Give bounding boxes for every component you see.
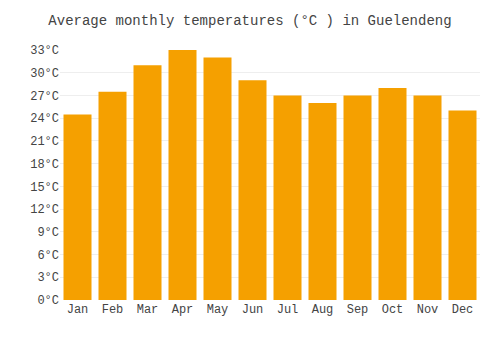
svg-text:30°C: 30°C bbox=[30, 67, 59, 81]
svg-text:21°C: 21°C bbox=[30, 135, 59, 149]
svg-text:Sep: Sep bbox=[347, 303, 369, 317]
svg-text:Jan: Jan bbox=[67, 303, 89, 317]
svg-text:33°C: 33°C bbox=[30, 44, 59, 58]
svg-text:0°C: 0°C bbox=[37, 294, 59, 308]
svg-text:Mar: Mar bbox=[137, 303, 159, 317]
svg-text:Average monthly temperatures (: Average monthly temperatures (°C ) in Gu… bbox=[48, 13, 451, 29]
svg-text:12°C: 12°C bbox=[30, 203, 59, 217]
svg-text:3°C: 3°C bbox=[37, 271, 59, 285]
svg-text:Nov: Nov bbox=[417, 303, 439, 317]
svg-text:Jul: Jul bbox=[277, 303, 299, 317]
svg-text:Dec: Dec bbox=[452, 303, 474, 317]
svg-text:24°C: 24°C bbox=[30, 112, 59, 126]
svg-text:Feb: Feb bbox=[102, 303, 124, 317]
svg-text:15°C: 15°C bbox=[30, 181, 59, 195]
svg-text:Aug: Aug bbox=[312, 303, 334, 317]
svg-text:Apr: Apr bbox=[172, 303, 194, 317]
svg-text:18°C: 18°C bbox=[30, 158, 59, 172]
svg-text:Oct: Oct bbox=[382, 303, 404, 317]
svg-text:9°C: 9°C bbox=[37, 226, 59, 240]
svg-text:May: May bbox=[207, 303, 229, 317]
svg-text:6°C: 6°C bbox=[37, 249, 59, 263]
svg-text:Jun: Jun bbox=[242, 303, 264, 317]
svg-text:27°C: 27°C bbox=[30, 90, 59, 104]
